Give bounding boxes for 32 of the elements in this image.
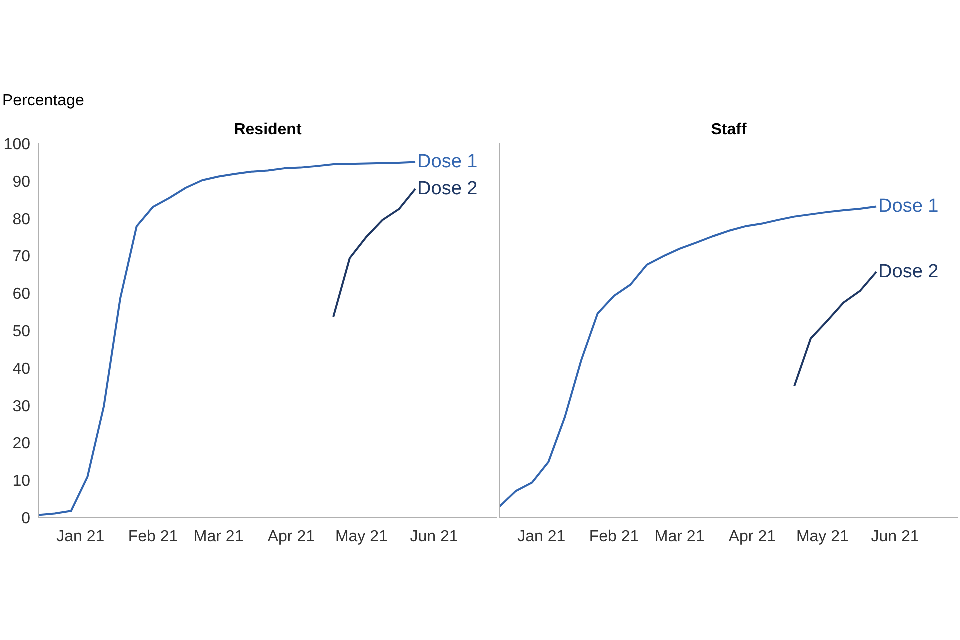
chart-title: Staff bbox=[711, 122, 748, 138]
x-tick-label: Jun 21 bbox=[871, 528, 920, 546]
y-tick-label: 70 bbox=[12, 248, 31, 266]
x-tick-label: Jan 21 bbox=[56, 528, 105, 546]
y-tick-label: 0 bbox=[22, 510, 31, 528]
y-tick-label: 90 bbox=[12, 174, 31, 191]
series-label: Dose 1 bbox=[418, 152, 478, 173]
chart-title: Resident bbox=[234, 122, 302, 138]
y-tick-label: 100 bbox=[4, 136, 31, 154]
y-tick-label: 20 bbox=[12, 436, 31, 453]
x-tick-label: May 21 bbox=[796, 528, 850, 546]
y-axis-title: Percentage bbox=[2, 92, 84, 110]
x-tick-label: Apr 21 bbox=[728, 528, 776, 546]
x-tick-label: Jan 21 bbox=[518, 528, 566, 546]
line-series bbox=[332, 188, 417, 318]
x-tick-label: Mar 21 bbox=[194, 528, 244, 546]
y-tick-label: 80 bbox=[12, 211, 31, 228]
line-series bbox=[38, 161, 417, 516]
y-tick-label: 10 bbox=[12, 473, 31, 490]
x-tick-label: Apr 21 bbox=[268, 528, 316, 546]
x-tick-label: May 21 bbox=[335, 528, 388, 546]
series-label: Dose 2 bbox=[878, 262, 939, 283]
y-tick-label: 50 bbox=[12, 324, 31, 340]
x-tick-label: Feb 21 bbox=[128, 528, 178, 546]
x-tick-label: Feb 21 bbox=[589, 528, 640, 546]
y-tick-label: 40 bbox=[12, 360, 31, 378]
x-tick-label: Mar 21 bbox=[654, 528, 705, 546]
series-label: Dose 2 bbox=[418, 178, 478, 200]
x-tick-label: Jun 21 bbox=[410, 528, 458, 546]
y-tick-label: 30 bbox=[12, 398, 31, 416]
series-label: Dose 1 bbox=[878, 196, 939, 218]
y-tick-label: 60 bbox=[12, 286, 31, 304]
